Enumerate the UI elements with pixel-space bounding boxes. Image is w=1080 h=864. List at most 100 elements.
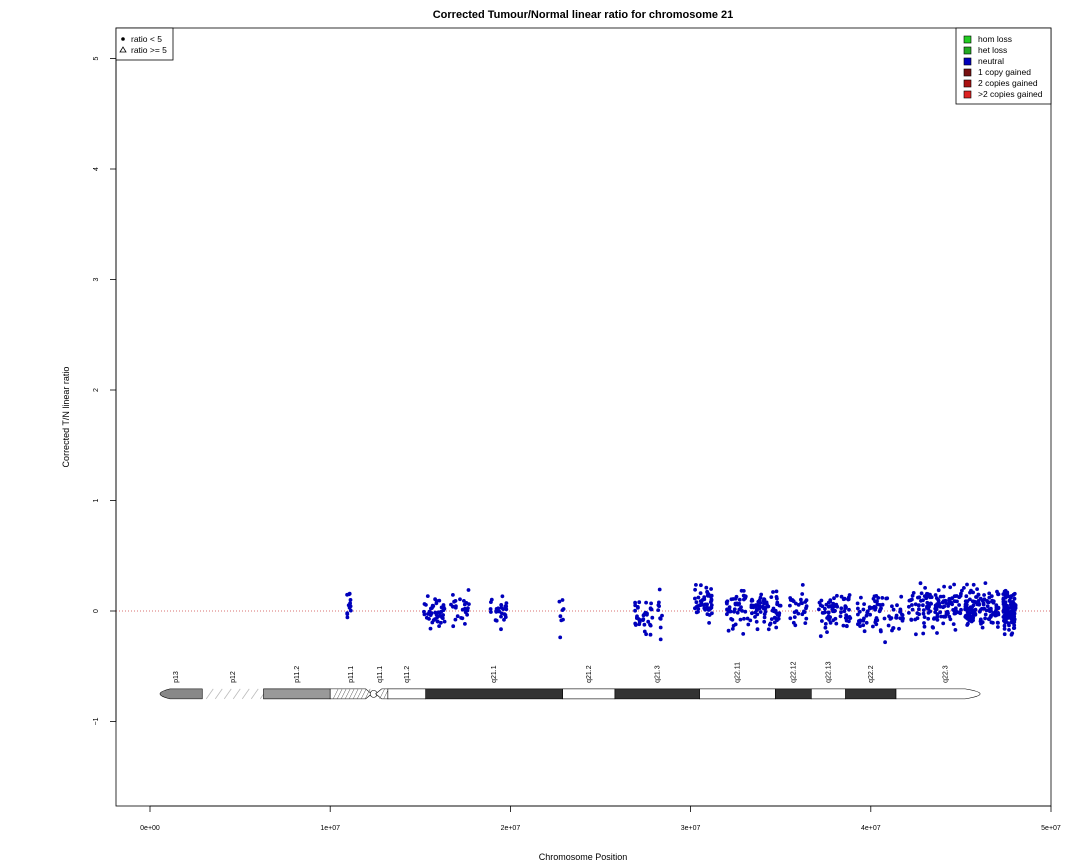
y-tick-label: 4 (93, 167, 100, 171)
data-point (987, 600, 991, 605)
data-point (818, 603, 823, 608)
data-point (633, 608, 637, 613)
data-point (709, 598, 714, 603)
data-point (828, 598, 833, 602)
data-point (918, 581, 923, 586)
data-point (819, 598, 824, 603)
data-point (766, 627, 771, 632)
data-point (1006, 616, 1010, 620)
data-point (734, 594, 739, 599)
data-point (459, 616, 463, 620)
data-point (649, 601, 653, 606)
data-point (763, 609, 768, 614)
data-point (648, 632, 653, 637)
legend-shape-box (115, 27, 174, 61)
legend-status-box (955, 27, 1052, 105)
data-point (438, 610, 442, 615)
data-point (926, 594, 931, 598)
data-point (758, 610, 763, 614)
data-point (804, 604, 809, 609)
data-point (725, 612, 729, 617)
data-point (971, 582, 976, 587)
data-point (856, 622, 860, 627)
legend-swatch (963, 79, 972, 88)
data-point (740, 609, 744, 613)
data-point (641, 613, 646, 618)
data-point (996, 621, 1000, 625)
data-point (489, 600, 493, 604)
data-point (972, 612, 976, 617)
data-point (994, 612, 999, 616)
ideogram-band-label: p11.2 (294, 666, 301, 683)
data-point (818, 634, 823, 639)
data-point (878, 603, 882, 607)
data-point (983, 616, 987, 621)
data-point (504, 607, 509, 612)
data-point (746, 622, 751, 627)
ideogram-band-label: q22.3 (943, 665, 950, 683)
y-tick-label: −1 (93, 717, 100, 725)
data-point (656, 608, 661, 612)
y-tick-label: 0 (93, 609, 100, 613)
data-point (900, 618, 905, 623)
legend-status-label: neutral (978, 56, 1004, 66)
data-point (439, 620, 443, 625)
data-point (915, 611, 920, 616)
data-point (762, 619, 767, 624)
data-point (493, 618, 498, 623)
data-point (699, 600, 704, 605)
data-point (800, 592, 805, 596)
data-point (803, 621, 808, 625)
data-point (909, 618, 914, 622)
ideogram-band (159, 688, 203, 700)
data-point (980, 625, 985, 630)
data-point (941, 614, 946, 619)
data-point (845, 615, 850, 620)
data-point (503, 604, 508, 609)
data-point (938, 594, 943, 599)
data-point (913, 602, 918, 607)
ideogram-acen-hatch (360, 688, 367, 699)
data-point (959, 607, 963, 612)
data-point (462, 602, 467, 607)
data-point (864, 620, 869, 625)
data-point (1011, 607, 1015, 611)
data-point (968, 597, 972, 602)
data-point (463, 622, 467, 626)
data-point (952, 594, 957, 599)
data-point (950, 602, 954, 607)
data-point (739, 588, 744, 593)
data-point (754, 619, 759, 624)
data-point (838, 614, 843, 619)
legend-swatch (963, 57, 972, 66)
data-point (465, 612, 469, 617)
data-point (732, 609, 736, 614)
data-point (821, 610, 826, 615)
data-point (868, 612, 872, 617)
x-tick-label: 0e+00 (140, 825, 160, 832)
data-point (755, 627, 760, 632)
data-point (644, 600, 648, 605)
data-point (939, 614, 943, 619)
data-point (823, 625, 828, 630)
data-point (941, 605, 945, 610)
data-point (501, 607, 506, 611)
data-point (862, 602, 866, 606)
data-point (965, 582, 969, 587)
data-point (957, 603, 961, 607)
data-point (1004, 592, 1009, 597)
data-point (1002, 623, 1007, 628)
data-point (953, 628, 958, 632)
data-point (650, 615, 655, 620)
data-point (660, 613, 664, 618)
data-point (980, 606, 984, 611)
data-point (646, 619, 651, 624)
data-point (879, 629, 883, 634)
data-point (644, 632, 648, 637)
data-point (956, 610, 961, 615)
data-point (865, 610, 870, 615)
ideogram-band (895, 688, 981, 700)
data-point (981, 602, 986, 607)
data-point (777, 603, 782, 608)
data-point (823, 622, 828, 626)
